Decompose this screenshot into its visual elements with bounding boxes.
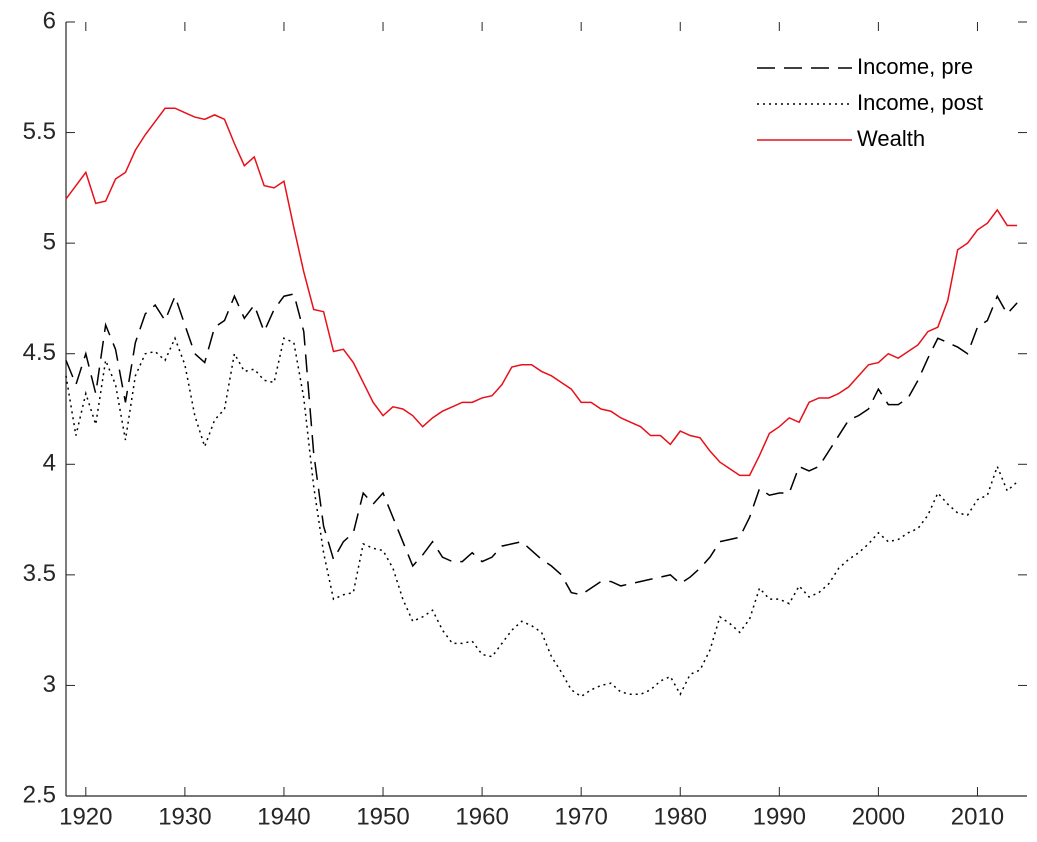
x-tick-label: 1950: [356, 803, 409, 830]
x-tick-label: 1940: [257, 803, 310, 830]
series-line: [65, 107, 1018, 477]
x-tick-label: 2010: [951, 803, 1004, 830]
x-tick-label: 2000: [852, 803, 905, 830]
x-tick-label: 1990: [753, 803, 806, 830]
series-line: [65, 293, 1018, 596]
y-tick-label: 6: [43, 7, 56, 34]
x-tick-label: 1980: [654, 803, 707, 830]
legend-label: Income, post: [857, 90, 983, 115]
series-line: [65, 336, 1018, 698]
x-tick-label: 1970: [554, 803, 607, 830]
legend-label: Income, pre: [857, 54, 973, 79]
y-tick-label: 2.5: [23, 781, 56, 808]
y-tick-label: 4: [43, 450, 56, 477]
x-tick-label: 1930: [158, 803, 211, 830]
y-tick-label: 5: [43, 228, 56, 255]
x-tick-label: 1920: [59, 803, 112, 830]
y-tick-label: 3: [43, 671, 56, 698]
y-tick-label: 3.5: [23, 560, 56, 587]
y-tick-label: 4.5: [23, 339, 56, 366]
y-tick-label: 5.5: [23, 118, 56, 145]
legend-label: Wealth: [857, 126, 925, 151]
x-tick-label: 1960: [455, 803, 508, 830]
